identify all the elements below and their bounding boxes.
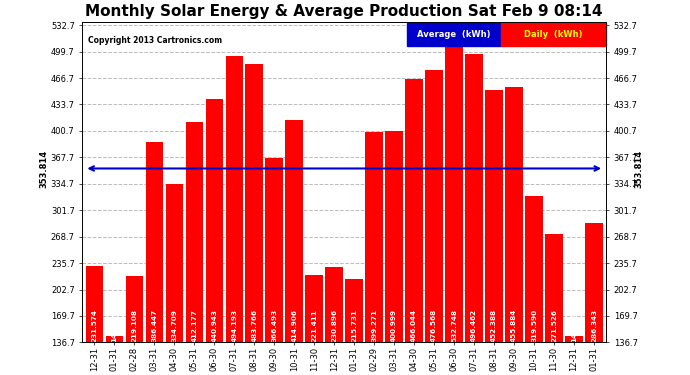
Bar [166,184,183,375]
Text: Daily  (kWh): Daily (kWh) [524,30,583,39]
Bar [186,122,203,375]
Bar [266,158,283,375]
Title: Monthly Solar Energy & Average Production Sat Feb 9 08:14: Monthly Solar Energy & Average Productio… [86,4,603,19]
Text: Average  (kWh): Average (kWh) [417,30,491,39]
Bar [425,70,443,375]
Text: 221.411: 221.411 [311,309,317,342]
Text: 230.896: 230.896 [331,309,337,342]
Text: 440.943: 440.943 [211,309,217,342]
Text: Copyright 2013 Cartronics.com: Copyright 2013 Cartronics.com [88,36,221,45]
Text: 455.884: 455.884 [511,308,517,342]
Text: 412.177: 412.177 [191,309,197,342]
Text: 483.766: 483.766 [251,309,257,342]
Text: 386.447: 386.447 [151,309,157,342]
Text: 532.748: 532.748 [451,309,457,342]
Bar [406,79,423,375]
Bar [146,142,163,375]
Text: 414.906: 414.906 [291,309,297,342]
Bar [445,25,463,375]
Bar [286,120,303,375]
Text: 215.731: 215.731 [351,309,357,342]
Bar [505,87,523,375]
Bar [206,99,223,375]
Text: 466.044: 466.044 [411,309,417,342]
Bar [126,276,144,375]
Text: 494.193: 494.193 [231,309,237,342]
Text: 271.526: 271.526 [551,309,557,342]
Bar [585,222,603,375]
Text: 286.343: 286.343 [591,309,597,342]
Text: 366.493: 366.493 [271,309,277,342]
FancyBboxPatch shape [502,23,606,46]
Text: 144.485: 144.485 [111,309,117,342]
Text: 399.271: 399.271 [371,309,377,342]
Bar [366,132,383,375]
Text: 353.814: 353.814 [635,149,644,188]
Bar [346,279,363,375]
Text: 219.108: 219.108 [131,309,137,342]
Bar [485,90,503,375]
FancyBboxPatch shape [407,23,502,46]
Text: 231.574: 231.574 [91,309,97,342]
Bar [386,130,403,375]
Text: 144.501: 144.501 [571,309,577,342]
Bar [86,266,104,375]
Text: 452.388: 452.388 [491,309,497,342]
Bar [106,336,124,375]
Bar [226,56,243,375]
Bar [465,54,483,375]
Bar [246,64,263,375]
Text: 319.590: 319.590 [531,309,537,342]
Text: 353.814: 353.814 [39,149,48,188]
Text: 400.999: 400.999 [391,309,397,342]
Bar [326,267,343,375]
Text: 334.709: 334.709 [171,309,177,342]
Bar [525,196,543,375]
Text: 496.462: 496.462 [471,309,477,342]
Bar [565,336,583,375]
Bar [306,274,323,375]
Text: 476.568: 476.568 [431,308,437,342]
Bar [545,234,563,375]
